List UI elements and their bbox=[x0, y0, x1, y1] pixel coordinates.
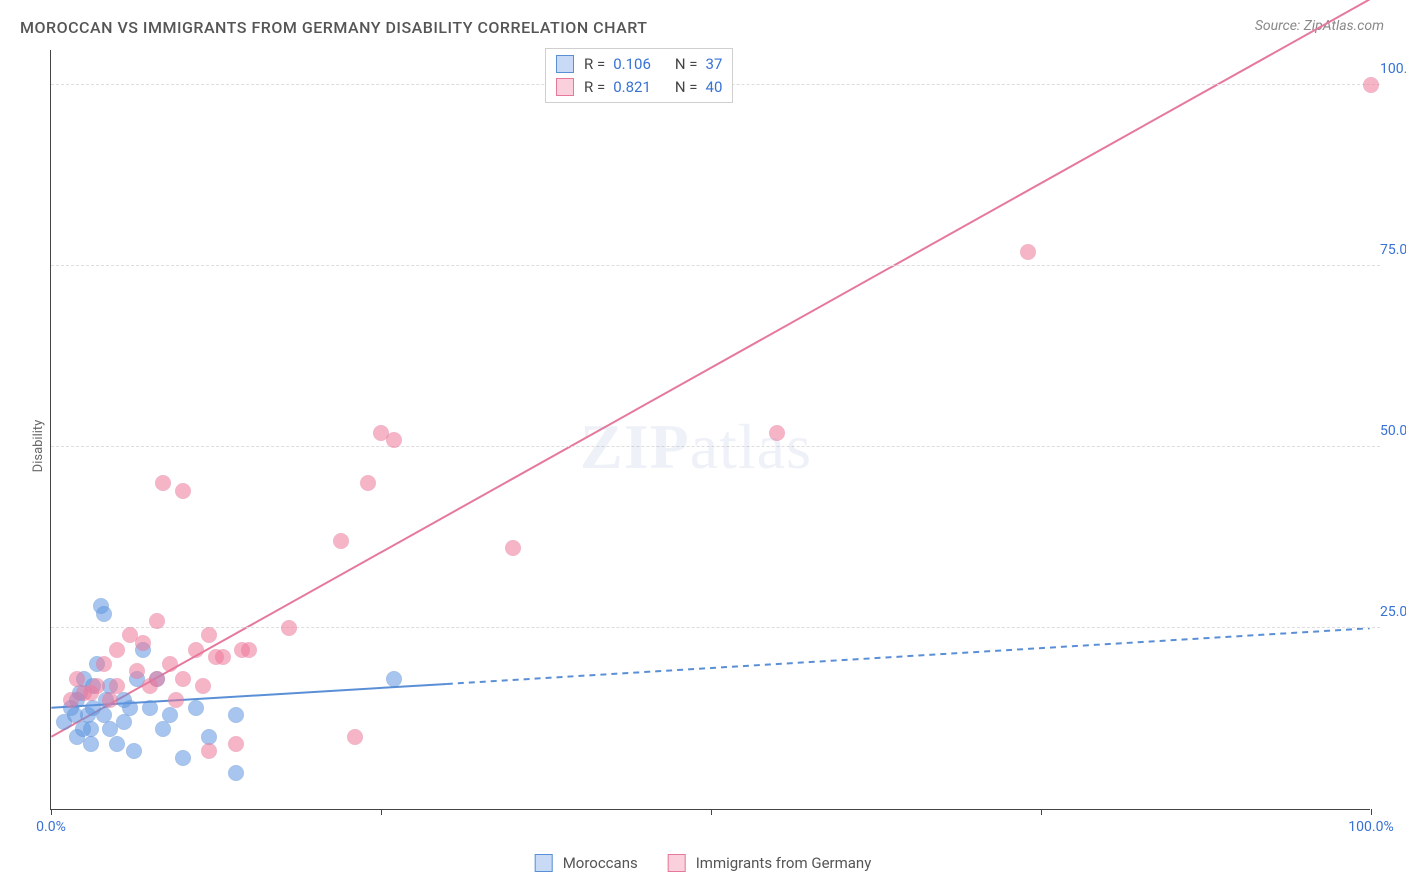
data-point bbox=[505, 540, 521, 556]
data-point bbox=[347, 729, 363, 745]
gridline bbox=[51, 627, 1380, 628]
data-point bbox=[228, 765, 244, 781]
stats-legend: R = 0.106 N = 37 R = 0.821 N = 40 bbox=[545, 48, 733, 103]
ytick-label: 75.0% bbox=[1380, 242, 1406, 258]
data-point bbox=[102, 721, 118, 737]
data-point bbox=[96, 656, 112, 672]
data-point bbox=[129, 663, 145, 679]
xtick bbox=[1371, 809, 1372, 815]
data-point bbox=[155, 475, 171, 491]
data-point bbox=[109, 736, 125, 752]
data-point bbox=[1020, 244, 1036, 260]
n-value-0: 37 bbox=[706, 53, 723, 76]
r-value-1: 0.821 bbox=[613, 76, 651, 99]
swatch-blue bbox=[535, 854, 553, 872]
r-value-0: 0.106 bbox=[613, 53, 651, 76]
r-label: R = bbox=[584, 76, 605, 99]
data-point bbox=[162, 656, 178, 672]
data-point bbox=[201, 743, 217, 759]
xtick bbox=[711, 809, 712, 815]
data-point bbox=[102, 692, 118, 708]
data-point bbox=[188, 642, 204, 658]
data-point bbox=[201, 627, 217, 643]
source-attribution: Source: ZipAtlas.com bbox=[1255, 18, 1384, 34]
data-point bbox=[175, 483, 191, 499]
data-point bbox=[175, 750, 191, 766]
gridline bbox=[51, 446, 1380, 447]
data-point bbox=[155, 721, 171, 737]
data-point bbox=[149, 671, 165, 687]
data-point bbox=[142, 700, 158, 716]
data-point bbox=[215, 649, 231, 665]
data-point bbox=[228, 707, 244, 723]
data-point bbox=[360, 475, 376, 491]
data-point bbox=[386, 671, 402, 687]
data-point bbox=[149, 613, 165, 629]
data-point bbox=[126, 743, 142, 759]
data-point bbox=[234, 642, 250, 658]
legend-item-0: Moroccans bbox=[535, 854, 638, 872]
xtick bbox=[51, 809, 52, 815]
stats-row-series-1: R = 0.821 N = 40 bbox=[556, 76, 722, 99]
data-point bbox=[386, 432, 402, 448]
ytick-label: 25.0% bbox=[1380, 604, 1406, 620]
n-value-1: 40 bbox=[706, 76, 723, 99]
y-axis-label: Disability bbox=[31, 420, 46, 473]
data-point bbox=[333, 533, 349, 549]
xtick bbox=[381, 809, 382, 815]
n-label: N = bbox=[675, 53, 698, 76]
swatch-pink bbox=[668, 854, 686, 872]
data-point bbox=[96, 606, 112, 622]
chart-title: MOROCCAN VS IMMIGRANTS FROM GERMANY DISA… bbox=[20, 18, 647, 37]
data-point bbox=[83, 736, 99, 752]
r-label: R = bbox=[584, 53, 605, 76]
data-point bbox=[281, 620, 297, 636]
trend-line-extrapolated bbox=[447, 628, 1370, 684]
stats-row-series-0: R = 0.106 N = 37 bbox=[556, 53, 722, 76]
data-point bbox=[1363, 77, 1379, 93]
data-point bbox=[109, 642, 125, 658]
scatter-plot-area: 25.0%50.0%75.0%100.0%0.0%100.0% bbox=[50, 50, 1370, 810]
xtick-label: 100.0% bbox=[1348, 819, 1393, 835]
ytick-label: 50.0% bbox=[1380, 423, 1406, 439]
gridline bbox=[51, 265, 1380, 266]
legend-label-0: Moroccans bbox=[563, 854, 638, 872]
data-point bbox=[195, 678, 211, 694]
bottom-legend: Moroccans Immigrants from Germany bbox=[535, 854, 872, 872]
swatch-blue bbox=[556, 55, 574, 73]
data-point bbox=[188, 700, 204, 716]
xtick bbox=[1041, 809, 1042, 815]
trend-lines-layer bbox=[51, 50, 1370, 809]
n-label: N = bbox=[675, 76, 698, 99]
data-point bbox=[67, 707, 83, 723]
swatch-pink bbox=[556, 78, 574, 96]
data-point bbox=[75, 721, 91, 737]
legend-label-1: Immigrants from Germany bbox=[696, 854, 872, 872]
ytick-label: 100.0% bbox=[1380, 61, 1406, 77]
data-point bbox=[135, 635, 151, 651]
xtick-label: 0.0% bbox=[36, 819, 66, 835]
data-point bbox=[168, 692, 184, 708]
legend-item-1: Immigrants from Germany bbox=[668, 854, 872, 872]
data-point bbox=[769, 425, 785, 441]
data-point bbox=[228, 736, 244, 752]
data-point bbox=[76, 685, 92, 701]
data-point bbox=[175, 671, 191, 687]
